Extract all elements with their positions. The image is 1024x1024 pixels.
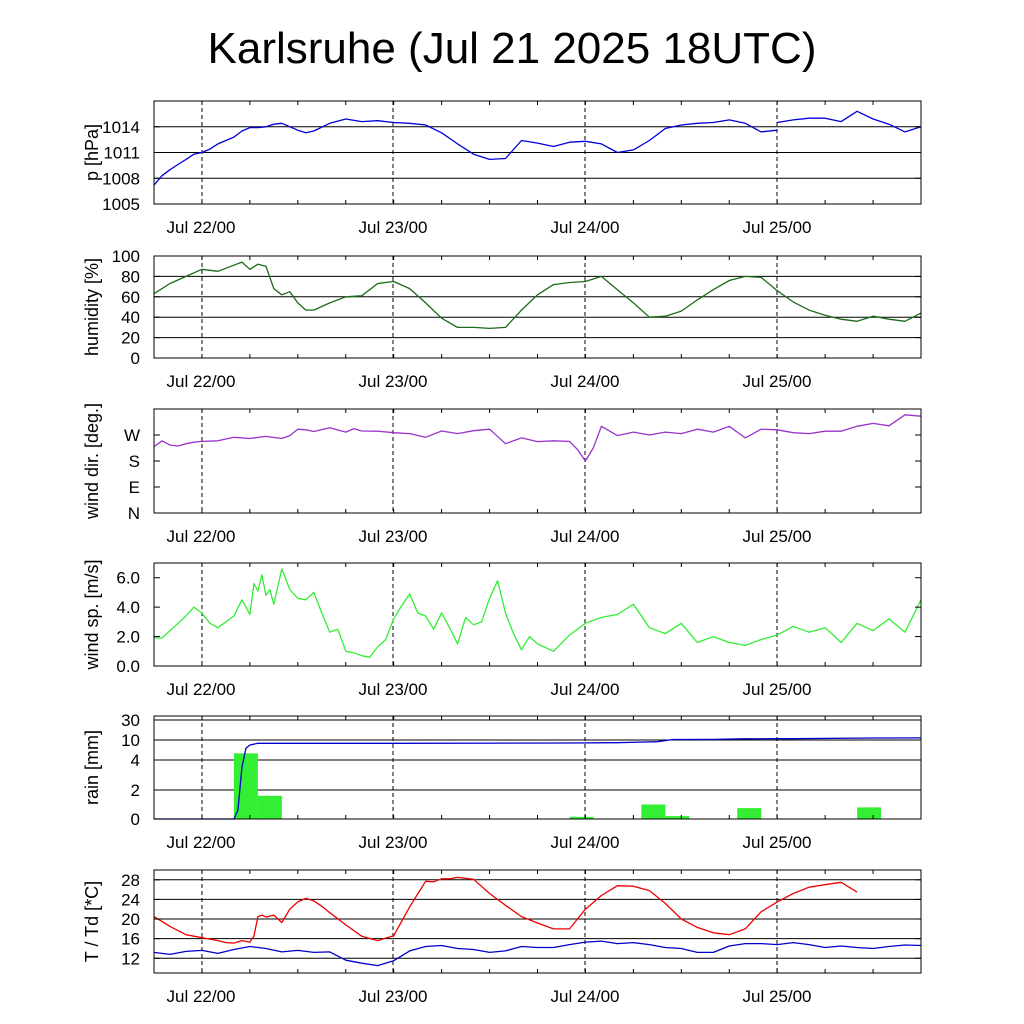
wind-direction-y-axis-label: wind dir. [deg.]: [82, 403, 102, 520]
temperature-x-tick-label: Jul 24/00: [551, 987, 620, 1006]
pressure-y-axis-label: p [hPa]: [82, 124, 102, 181]
pressure-x-tick-label: Jul 25/00: [743, 218, 812, 237]
wind-speed-frame: [153, 562, 922, 667]
wind-direction-y-tick-label: E: [129, 478, 140, 497]
rain-bar: [257, 795, 282, 819]
temperature-series-line: [153, 876, 858, 944]
rain-bar: [641, 804, 666, 819]
wind-speed-panel: 0.0 2.0 4.0 6.0 wind sp. [m/s] Jul 22/00 Jul 2…: [82, 559, 922, 699]
temperature-frame: [153, 869, 922, 974]
pressure-y-tick-label: 1005: [102, 195, 140, 214]
rain-y-tick-label: 4: [131, 751, 140, 770]
rain-y-tick-label: 10: [121, 731, 140, 750]
rain-bar: [569, 816, 594, 819]
temperature-y-tick-label: 20: [121, 910, 140, 929]
temperature-x-tick-label: Jul 23/00: [359, 987, 428, 1006]
rain-y-tick-label: 2: [131, 781, 140, 800]
temperature-y-tick-label: 24: [121, 890, 140, 909]
humidity-x-tick-label: Jul 25/00: [743, 372, 812, 391]
temperature-x-tick-label: Jul 25/00: [743, 987, 812, 1006]
rain-bar: [857, 807, 882, 819]
humidity-y-axis-label: humidity [%]: [82, 258, 102, 356]
humidity-y-tick-label: 0: [131, 349, 140, 368]
rain-frame: [153, 715, 922, 820]
temperature-y-tick-label: 12: [121, 949, 140, 968]
wind-speed-y-tick-label: 6.0: [116, 569, 140, 588]
wind-speed-x-tick-label: Jul 24/00: [551, 680, 620, 699]
pressure-x-tick-label: Jul 23/00: [359, 218, 428, 237]
wind-speed-y-axis-label: wind sp. [m/s]: [82, 559, 102, 670]
wind-speed-x-tick-label: Jul 25/00: [743, 680, 812, 699]
rain-x-tick-label: Jul 24/00: [551, 833, 620, 852]
pressure-y-tick-label: 1014: [102, 118, 140, 137]
wind-direction-x-tick-label: Jul 24/00: [551, 527, 620, 546]
temperature-y-tick-label: 16: [121, 930, 140, 949]
humidity-y-tick-label: 40: [121, 308, 140, 327]
humidity-series-line: [153, 261, 922, 330]
wind-speed-y-tick-label: 4.0: [116, 598, 140, 617]
rain-bar: [233, 753, 258, 819]
pressure-series-line: [153, 118, 778, 186]
rain-y-tick-label: 30: [121, 711, 140, 730]
pressure-x-tick-label: Jul 24/00: [551, 218, 620, 237]
humidity-y-tick-label: 20: [121, 329, 140, 348]
wind-speed-y-tick-label: 0.0: [116, 657, 140, 676]
rain-x-tick-label: Jul 22/00: [167, 833, 236, 852]
wind-direction-x-tick-label: Jul 23/00: [359, 527, 428, 546]
wind-direction-y-tick-label: N: [128, 504, 140, 523]
humidity-x-tick-label: Jul 24/00: [551, 372, 620, 391]
wind-direction-frame: [153, 408, 922, 514]
rain-y-axis-label: rain [mm]: [82, 730, 102, 805]
pressure-y-tick-label: 1008: [102, 169, 140, 188]
wind-speed-x-tick-label: Jul 22/00: [167, 680, 236, 699]
wind-direction-series-line: [153, 414, 922, 462]
wind-speed-series-line: [154, 568, 922, 658]
rain-bar: [665, 816, 690, 819]
humidity-y-tick-label: 100: [112, 247, 140, 266]
rain-bar: [737, 808, 762, 819]
temperature-y-axis-label: T / Td [*C]: [82, 881, 102, 962]
humidity-y-tick-label: 60: [121, 288, 140, 307]
wind-direction-x-tick-label: Jul 22/00: [167, 527, 236, 546]
temperature-x-tick-label: Jul 22/00: [167, 987, 236, 1006]
temperature-series-line: [153, 940, 922, 967]
humidity-frame: [153, 255, 922, 359]
pressure-y-tick-label: 1011: [103, 144, 140, 163]
humidity-y-tick-label: 80: [121, 267, 140, 286]
pressure-x-tick-label: Jul 22/00: [167, 218, 236, 237]
humidity-x-tick-label: Jul 23/00: [359, 372, 428, 391]
temperature-y-tick-label: 28: [121, 871, 140, 890]
wind-direction-y-tick-label: S: [129, 452, 140, 471]
rain-x-tick-label: Jul 25/00: [743, 833, 812, 852]
pressure-series-line: [777, 110, 922, 133]
humidity-x-tick-label: Jul 22/00: [167, 372, 236, 391]
chart-title: Karlsruhe (Jul 21 2025 18UTC): [207, 24, 817, 73]
rain-series-line: [154, 737, 922, 820]
wind-speed-y-tick-label: 2.0: [116, 628, 140, 647]
wind-speed-x-tick-label: Jul 23/00: [359, 680, 428, 699]
rain-y-tick-label: 0: [131, 810, 140, 829]
wind-direction-x-tick-label: Jul 25/00: [743, 527, 812, 546]
rain-x-tick-label: Jul 23/00: [359, 833, 428, 852]
wind-direction-y-tick-label: W: [124, 426, 140, 445]
